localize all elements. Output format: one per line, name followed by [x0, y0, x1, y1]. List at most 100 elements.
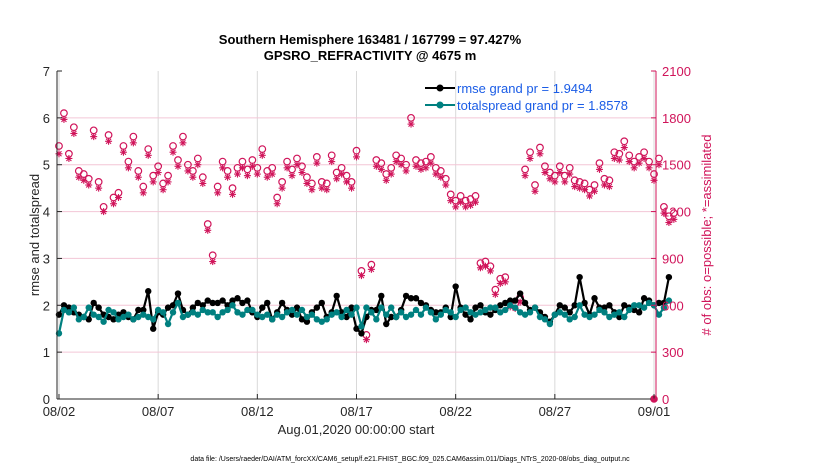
obs-assimilated-point: [432, 170, 440, 178]
totalspread-point: [120, 313, 127, 321]
totalspread-point: [234, 309, 241, 316]
totalspread-point: [606, 313, 613, 321]
obs-assimilated-point: [273, 200, 281, 208]
totalspread-point: [635, 302, 643, 309]
y-tick-label: 0: [43, 392, 50, 407]
rmse-point: [373, 306, 380, 314]
totalspread-point: [60, 306, 68, 314]
rmse-point: [616, 313, 623, 321]
rmse-point: [149, 325, 157, 332]
rmse-point: [333, 292, 340, 300]
rmse-point: [60, 302, 68, 309]
totalspread-point: [199, 306, 206, 314]
rmse-point: [412, 295, 420, 302]
totalspread-point: [328, 311, 335, 318]
totalspread-point: [388, 304, 395, 311]
rmse-point: [110, 316, 117, 323]
totalspread-point: [368, 309, 375, 316]
rmse-point: [516, 290, 524, 297]
obs-assimilated-point: [357, 272, 365, 280]
obs-assimilated-point: [397, 161, 405, 169]
rmse-point: [576, 273, 583, 281]
y-axis-label: rmse and totalspread: [27, 174, 42, 296]
obs-assimilated-point: [660, 209, 668, 217]
totalspread-point: [566, 316, 573, 323]
totalspread-point: [105, 306, 112, 314]
x-tick-label: 08/22: [439, 404, 472, 419]
obs-assimilated-point: [491, 290, 499, 298]
rmse-point: [511, 297, 519, 304]
obs-assimilated-point: [263, 173, 271, 181]
rmse-point: [462, 311, 469, 318]
obs-assimilated-point: [65, 154, 73, 162]
obs-assimilated-point: [328, 158, 336, 166]
y-right-tick-label: 2100: [662, 64, 691, 79]
totalspread-point: [90, 311, 97, 318]
totalspread-point: [511, 304, 519, 311]
totalspread-point: [556, 309, 564, 316]
obs-assimilated-point: [60, 115, 68, 123]
rmse-point: [447, 313, 454, 321]
obs-assimilated-point: [318, 184, 326, 192]
rmse-point: [432, 309, 440, 316]
obs-assimilated-point: [372, 162, 380, 170]
rmse-point: [65, 304, 73, 311]
totalspread-point: [318, 318, 325, 325]
totalspread-point: [467, 309, 474, 316]
totalspread-point: [75, 316, 83, 323]
obs-assimilated-point: [214, 189, 222, 197]
chart-title: Southern Hemisphere 163481 / 167799 = 97…: [219, 32, 522, 47]
rmse-point: [477, 302, 484, 309]
rmse-point: [199, 302, 206, 309]
rmse-point: [467, 316, 474, 323]
obs-assimilated-point: [253, 170, 261, 178]
totalspread-point: [492, 304, 499, 311]
rmse-point: [194, 299, 202, 307]
rmse-point: [288, 311, 296, 318]
rmse-point: [278, 299, 286, 307]
rmse-point: [140, 306, 147, 314]
obs-assimilated-point: [124, 164, 132, 172]
obs-assimilated-point: [546, 175, 554, 183]
obs-assimilated-point: [605, 183, 613, 191]
rmse-point: [214, 299, 221, 307]
totalspread-point: [452, 313, 459, 321]
obs-assimilated-point: [665, 219, 673, 227]
obs-assimilated-point: [110, 200, 118, 208]
totalspread-point: [397, 309, 405, 316]
rmse-point: [120, 309, 127, 316]
obs-assimilated-point: [268, 170, 276, 178]
y-right-tick-label: 1800: [662, 111, 691, 126]
totalspread-point: [278, 313, 286, 321]
totalspread-point: [363, 304, 370, 311]
rmse-point: [303, 318, 311, 325]
obs-assimilated-point: [615, 156, 623, 164]
totalspread-point: [626, 306, 633, 314]
totalspread-point: [640, 304, 648, 311]
obs-assimilated-point: [80, 176, 88, 184]
totalspread-point: [611, 311, 618, 318]
rmse-point: [169, 302, 177, 309]
totalspread-point: [422, 304, 430, 311]
obs-assimilated-point: [159, 186, 167, 194]
totalspread-point: [487, 304, 494, 311]
totalspread-point: [338, 313, 345, 321]
obs-assimilated-point: [412, 162, 420, 170]
obs-assimilated-point: [333, 175, 341, 183]
totalspread-point: [516, 309, 524, 316]
y-tick-label: 5: [43, 158, 50, 173]
rmse-point: [204, 297, 211, 304]
rmse-point: [224, 302, 231, 309]
obs-assimilated-point: [233, 170, 241, 178]
obs-assimilated-point: [392, 158, 400, 166]
rmse-point: [472, 304, 479, 311]
ticks: 08/02 08/07 08/12 08/17 08/22 08/27 09/0103006…: [43, 64, 691, 419]
totalspread-point: [383, 311, 390, 318]
totalspread-point: [536, 313, 544, 321]
rmse-point: [90, 299, 97, 307]
rmse-point: [655, 299, 663, 307]
rmse-point: [502, 299, 509, 307]
obs-assimilated-point: [472, 198, 480, 206]
totalspread-point: [373, 316, 380, 323]
totalspread-point: [259, 313, 266, 321]
